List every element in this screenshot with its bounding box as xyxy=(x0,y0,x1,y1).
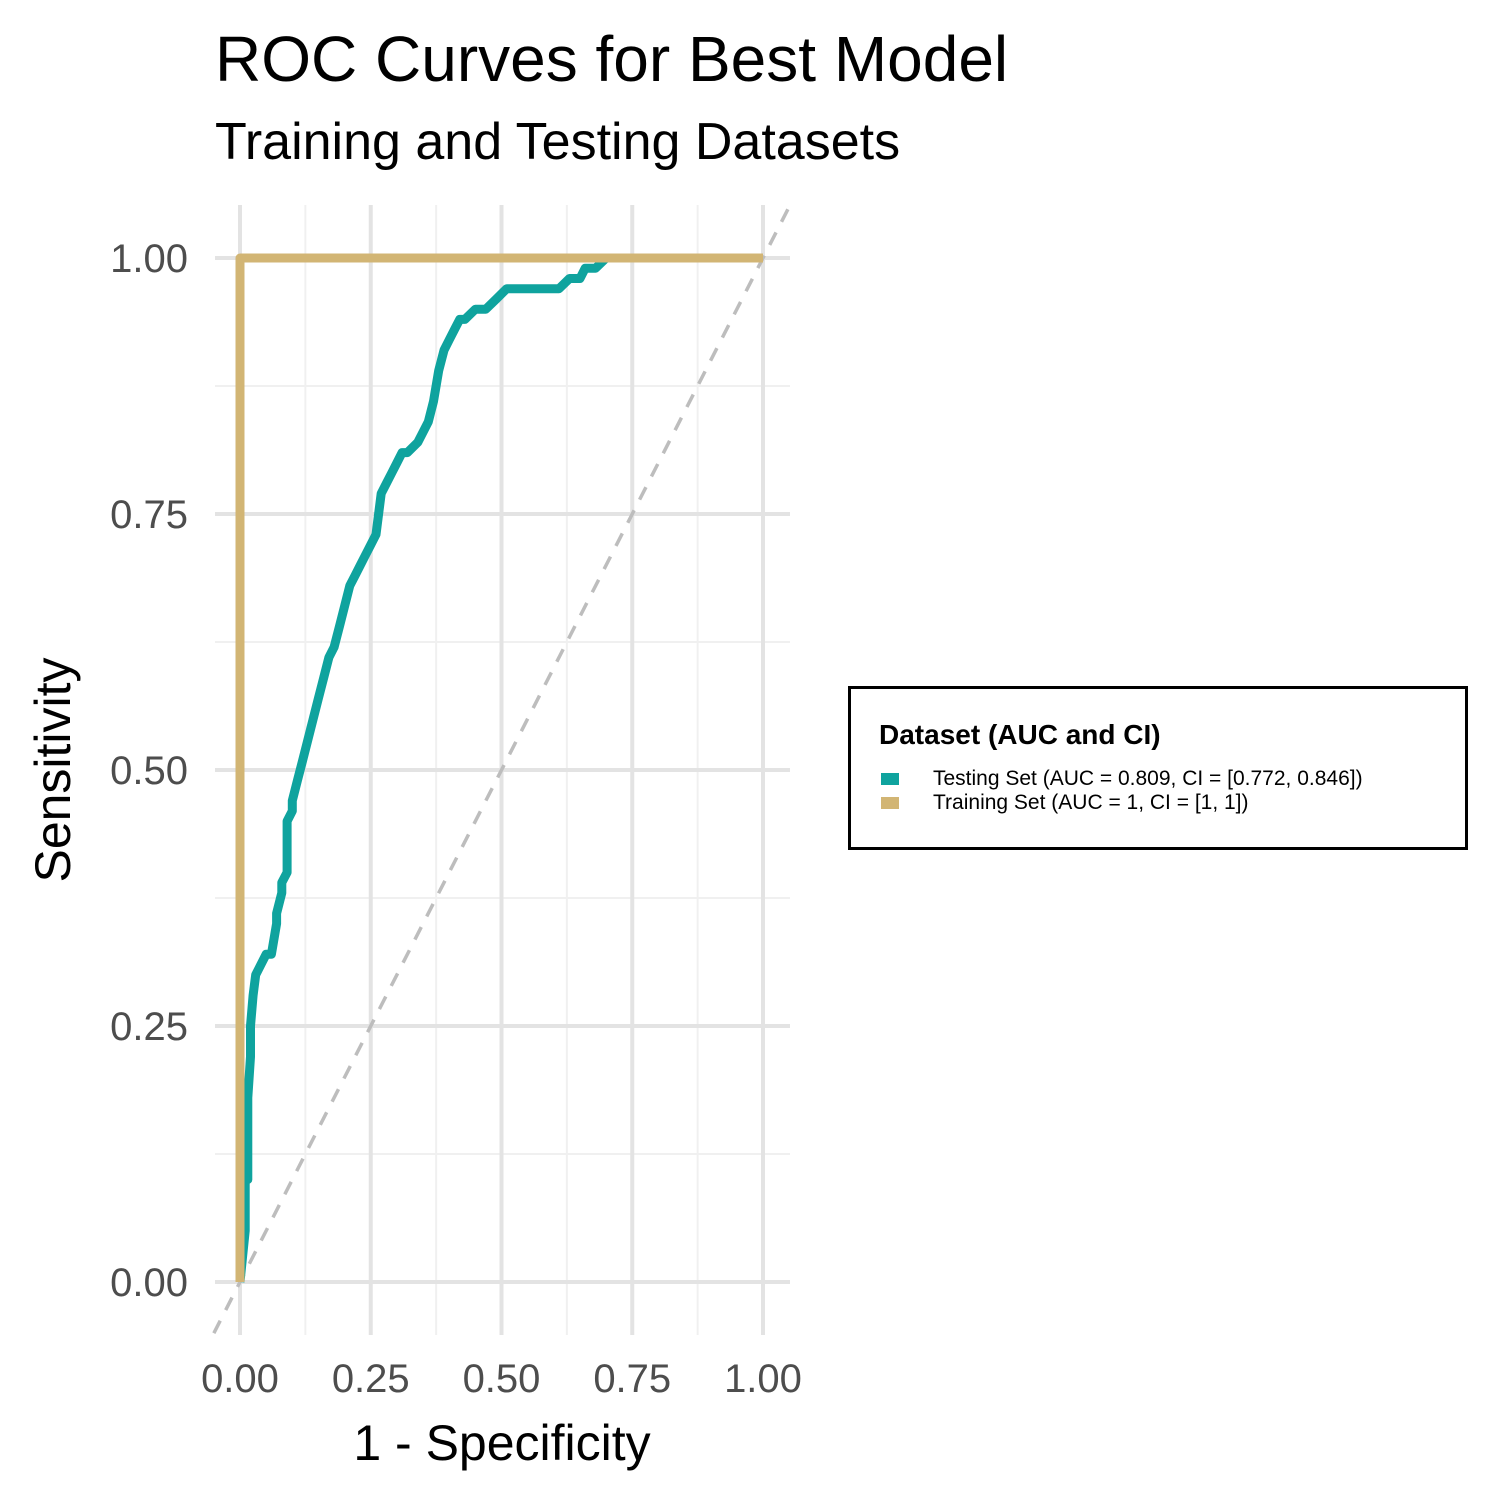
y-axis-title: Sensitivity xyxy=(25,657,81,882)
x-tick-label: 0.00 xyxy=(201,1357,279,1401)
x-tick-label: 1.00 xyxy=(724,1357,802,1401)
legend-item-training: Training Set (AUC = 1, CI = [1, 1]) xyxy=(881,791,1249,815)
y-tick-label: 1.00 xyxy=(110,237,188,281)
training-roc-curve xyxy=(235,253,763,1282)
reference-diagonal-line xyxy=(212,206,791,1334)
chart-title: ROC Curves for Best Model xyxy=(215,23,1009,95)
testing-roc-curve xyxy=(235,253,763,1283)
legend-title: Dataset (AUC and CI) xyxy=(879,719,1161,750)
y-tick-label: 0.00 xyxy=(110,1261,188,1305)
legend-label-testing: Testing Set (AUC = 0.809, CI = [0.772, 0… xyxy=(933,767,1363,790)
x-tick-label: 0.75 xyxy=(593,1357,671,1401)
legend-key-training xyxy=(881,797,899,809)
chart-subtitle: Training and Testing Datasets xyxy=(215,113,901,171)
legend-item-testing: Testing Set (AUC = 0.809, CI = [0.772, 0… xyxy=(881,767,1363,791)
x-tick-label: 0.50 xyxy=(463,1357,541,1401)
x-axis-title: 1 - Specificity xyxy=(353,1415,650,1471)
y-tick-labels: 0.00 0.25 0.50 0.75 1.00 xyxy=(110,237,188,1305)
y-tick-label: 0.75 xyxy=(110,493,188,537)
x-tick-label: 0.25 xyxy=(332,1357,410,1401)
legend: Dataset (AUC and CI) Testing Set (AUC = … xyxy=(848,686,1468,850)
reference-diagonal-layer xyxy=(212,206,791,1334)
x-tick-labels: 0.00 0.25 0.50 0.75 1.00 xyxy=(201,1357,802,1401)
legend-key-testing xyxy=(881,773,899,785)
y-tick-label: 0.50 xyxy=(110,749,188,793)
legend-label-training: Training Set (AUC = 1, CI = [1, 1]) xyxy=(933,791,1249,814)
y-tick-label: 0.25 xyxy=(110,1005,188,1049)
series-layer xyxy=(235,253,763,1283)
